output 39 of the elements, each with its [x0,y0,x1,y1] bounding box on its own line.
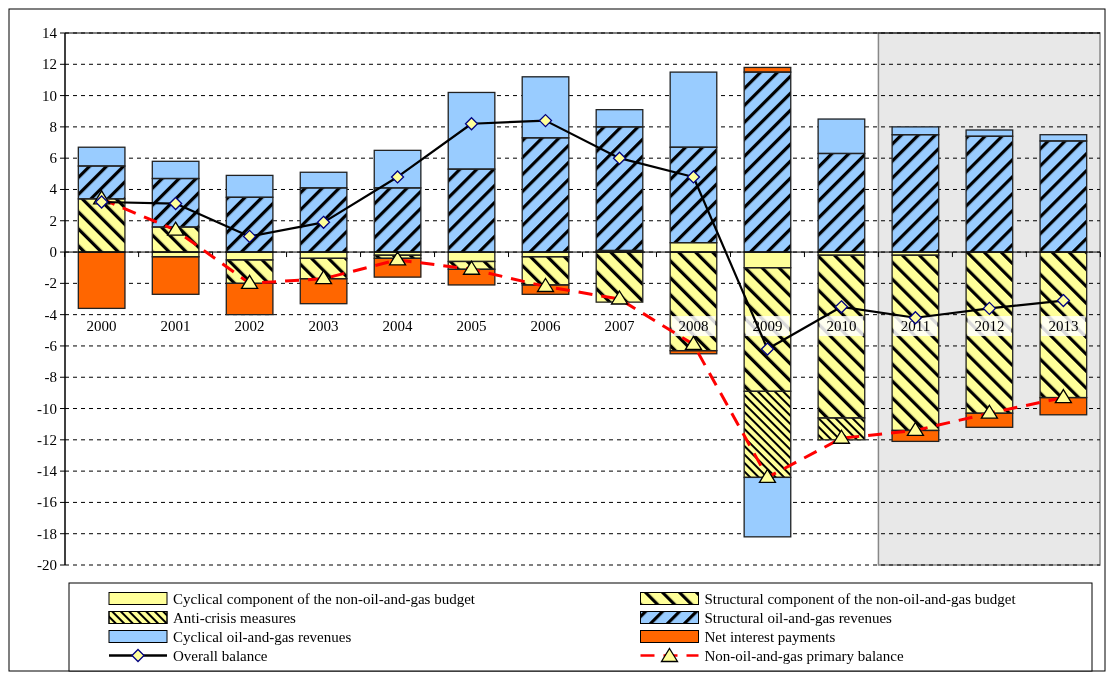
y-tick-label: -16 [37,494,58,511]
x-tick-label: 2008 [678,318,709,335]
y-tick-label: -4 [44,306,58,323]
y-tick-label: 10 [42,87,57,104]
legend-label: Overall balance [173,647,268,664]
x-tick-label: 2003 [308,318,339,335]
y-tick-label: 12 [42,56,57,73]
legend-label: Net interest payments [704,628,836,645]
legend-label: Anti-crisis measures [173,609,297,626]
x-tick-label: 2005 [456,318,487,335]
x-tick-label: 2013 [1048,318,1079,335]
y-tick-label: 6 [49,150,58,167]
legend-label: Structural component of the non-oil-and-gas budget [704,590,1017,607]
y-tick-label: -2 [44,275,57,292]
legend-label: Cyclical oil-and-gas revenues [173,628,352,645]
x-tick-label: 2012 [974,318,1005,335]
y-tick-label: 14 [42,25,58,41]
x-tick-label: 2002 [234,318,265,335]
y-tick-label: -10 [37,400,57,417]
x-tick-label: 2010 [826,318,857,335]
y-tick-label: 0 [49,244,57,261]
x-tick-label: 2000 [86,318,117,335]
y-tick-label: 8 [49,118,57,135]
x-tick-label: 2004 [382,318,414,335]
y-tick-label: -6 [44,337,58,354]
y-tick-label: -20 [37,557,57,573]
legend-label: Structural oil-and-gas revenues [704,609,893,626]
x-tick-label: 2011 [900,318,931,335]
y-tick-label: 4 [49,181,58,198]
y-tick-label: -12 [37,431,57,448]
y-tick-label: -8 [44,369,57,386]
x-tick-label: 2007 [604,318,635,335]
y-tick-label: 2 [49,212,57,229]
x-tick-label: 2006 [530,318,562,335]
x-tick-label: 2001 [160,318,191,335]
y-tick-label: -18 [37,525,57,542]
y-tick-label: -14 [37,463,58,480]
legend-label: Non-oil-and-gas primary balance [704,647,904,664]
legend-label: Cyclical component of the non-oil-and-gas budget [173,590,476,607]
